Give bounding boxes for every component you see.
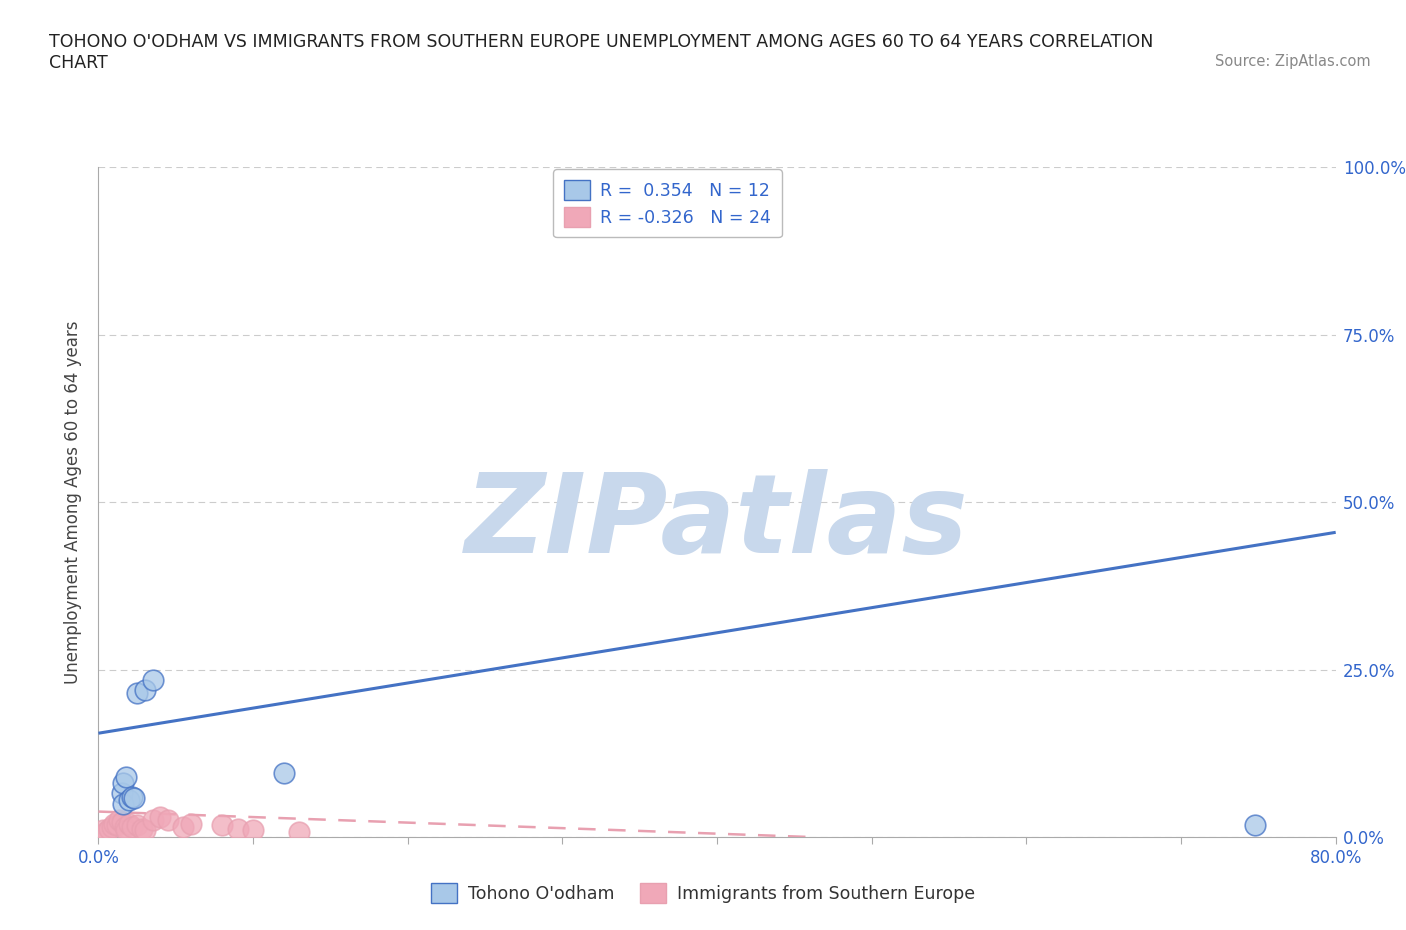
- Legend: R =  0.354   N = 12, R = -0.326   N = 24: R = 0.354 N = 12, R = -0.326 N = 24: [554, 169, 782, 237]
- Point: [111, 786, 134, 801]
- Point: [242, 823, 264, 838]
- Point: [96, 824, 118, 839]
- Point: [115, 823, 138, 838]
- Point: [127, 685, 149, 700]
- Text: CHART: CHART: [49, 54, 108, 72]
- Point: [157, 813, 180, 828]
- Y-axis label: Unemployment Among Ages 60 to 64 years: Unemployment Among Ages 60 to 64 years: [65, 321, 83, 684]
- Point: [107, 813, 129, 828]
- Point: [142, 813, 165, 828]
- Point: [91, 823, 114, 838]
- Point: [118, 792, 141, 807]
- Point: [149, 809, 172, 824]
- Point: [105, 817, 128, 832]
- Point: [134, 683, 156, 698]
- Point: [114, 819, 136, 834]
- Point: [112, 796, 135, 811]
- Point: [121, 819, 143, 834]
- Point: [101, 819, 124, 834]
- Point: [1244, 817, 1267, 832]
- Point: [131, 821, 153, 836]
- Point: [127, 817, 149, 832]
- Text: TOHONO O'ODHAM VS IMMIGRANTS FROM SOUTHERN EUROPE UNEMPLOYMENT AMONG AGES 60 TO : TOHONO O'ODHAM VS IMMIGRANTS FROM SOUTHE…: [49, 33, 1153, 50]
- Point: [288, 824, 311, 839]
- Point: [103, 817, 125, 831]
- Point: [211, 817, 233, 832]
- Point: [173, 819, 195, 834]
- Point: [273, 766, 295, 781]
- Text: Source: ZipAtlas.com: Source: ZipAtlas.com: [1215, 54, 1371, 69]
- Point: [111, 815, 134, 830]
- Point: [121, 790, 143, 804]
- Point: [134, 823, 156, 838]
- Point: [118, 817, 141, 831]
- Legend: Tohono O'odham, Immigrants from Southern Europe: Tohono O'odham, Immigrants from Southern…: [423, 874, 983, 912]
- Text: ZIPatlas: ZIPatlas: [465, 469, 969, 576]
- Point: [226, 821, 249, 836]
- Point: [115, 769, 138, 784]
- Point: [112, 776, 135, 790]
- Point: [122, 790, 145, 805]
- Point: [142, 672, 165, 687]
- Point: [98, 821, 121, 836]
- Point: [180, 817, 202, 831]
